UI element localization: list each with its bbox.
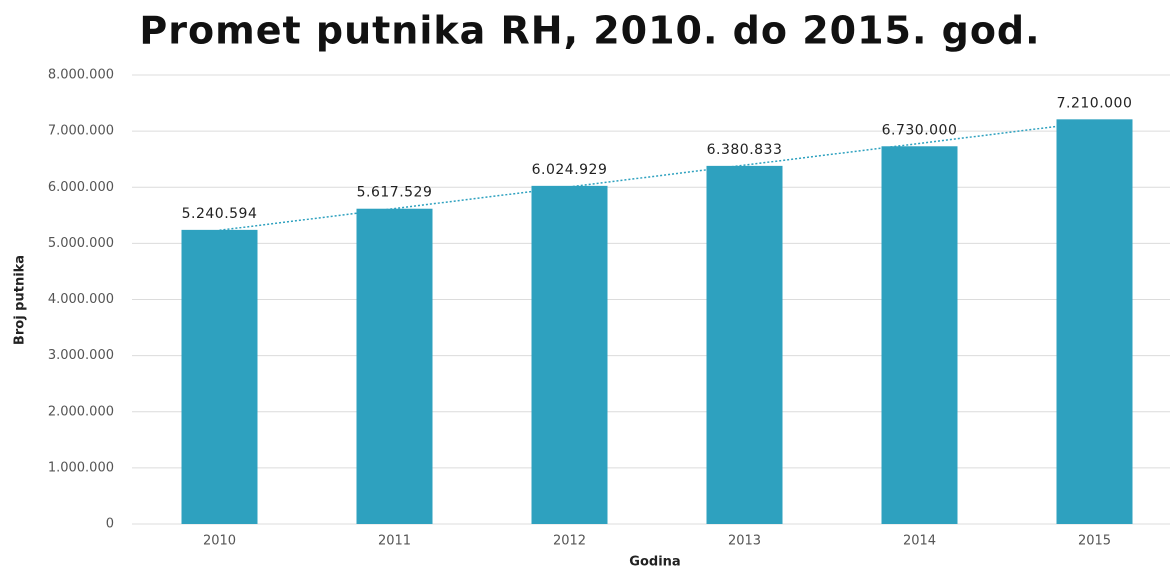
value-label: 7.210.000 — [1057, 95, 1133, 111]
value-label: 6.730.000 — [882, 122, 958, 138]
x-tick-label: 2012 — [553, 534, 586, 549]
bar — [881, 146, 958, 524]
y-tick-label: 5.000.000 — [48, 236, 114, 251]
value-label: 5.617.529 — [357, 185, 433, 201]
y-tick-label: 1.000.000 — [48, 460, 114, 475]
bar — [531, 185, 608, 524]
x-tick-label: 2013 — [728, 534, 761, 549]
y-tick-label: 3.000.000 — [48, 348, 114, 363]
chart-title: Promet putnika RH, 2010. do 2015. god. — [139, 9, 1040, 53]
x-axis-title: Godina — [629, 555, 680, 570]
y-tick-label: 6.000.000 — [48, 180, 114, 195]
bar — [181, 229, 258, 525]
y-tick-label: 0 — [106, 517, 114, 532]
value-label: 6.380.833 — [707, 142, 783, 158]
y-tick-label: 2.000.000 — [48, 404, 114, 419]
x-tick-label: 2015 — [1078, 534, 1111, 549]
y-axis-title: Broj putnika — [13, 255, 28, 345]
bar — [1056, 119, 1133, 525]
x-tick-label: 2014 — [903, 534, 936, 549]
value-label: 5.240.594 — [182, 206, 258, 222]
trend-line — [219, 120, 1095, 232]
bar — [356, 208, 433, 524]
bar — [706, 165, 783, 525]
x-tick-label: 2010 — [203, 534, 236, 549]
y-tick-label: 4.000.000 — [48, 292, 114, 307]
x-tick-label: 2011 — [378, 534, 411, 549]
value-label: 6.024.929 — [532, 162, 608, 178]
y-tick-label: 8.000.000 — [48, 68, 114, 83]
y-tick-label: 7.000.000 — [48, 124, 114, 139]
